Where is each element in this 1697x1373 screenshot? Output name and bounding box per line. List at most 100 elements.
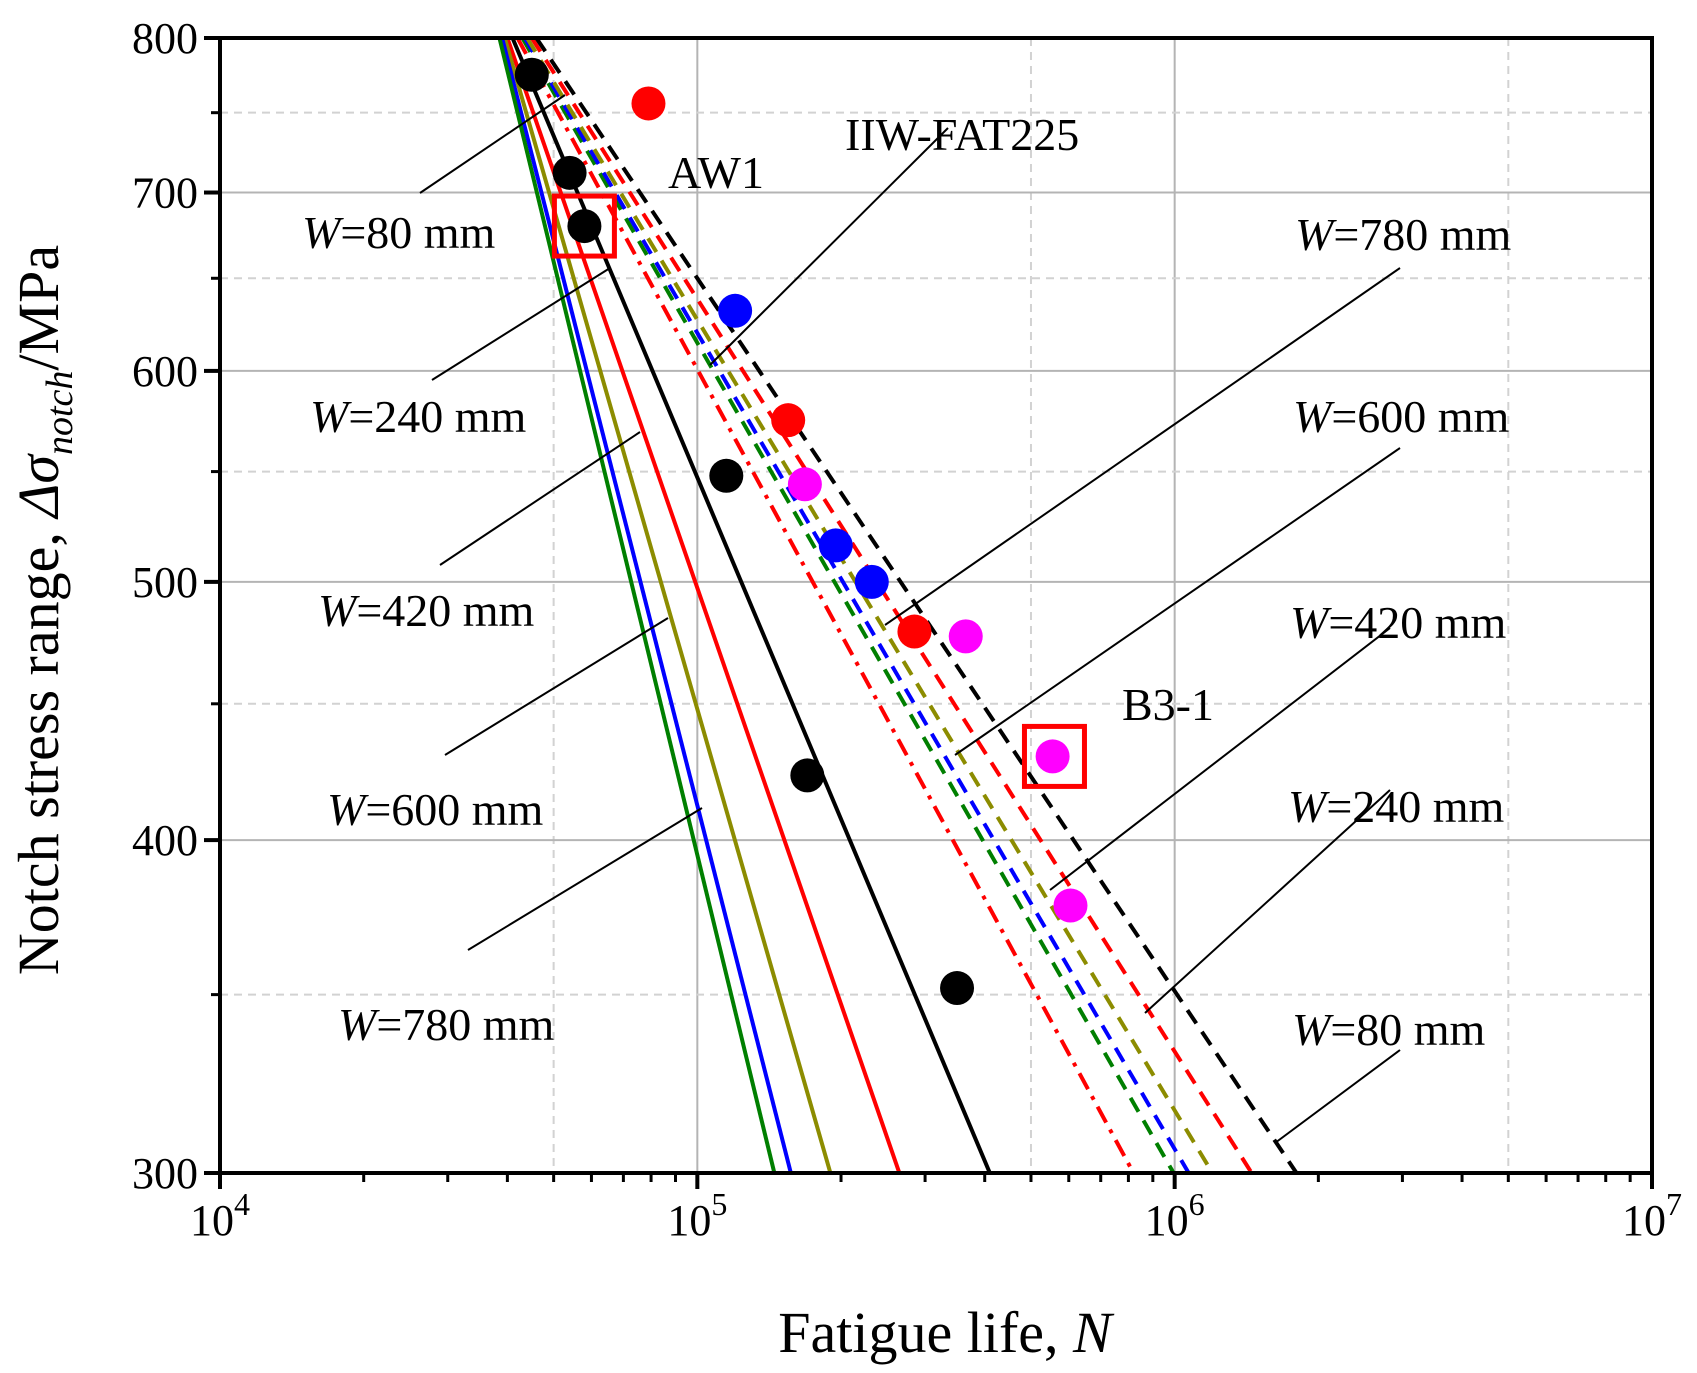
y-axis-title-prefix: Notch stress range, xyxy=(6,518,71,975)
annotation-text: =420 mm xyxy=(356,585,534,636)
annotation-label: W=600 mm xyxy=(327,784,544,835)
sn-curve-line xyxy=(502,37,833,1174)
x-tick-label-base: 10 xyxy=(1622,1196,1666,1245)
annotation-label: W=780 mm xyxy=(338,999,555,1050)
annotation-label: IIW-FAT225 xyxy=(845,109,1079,160)
annotation-text: =780 mm xyxy=(376,999,554,1050)
data-point xyxy=(854,564,889,599)
data-point xyxy=(631,86,666,121)
annotation-leader-line xyxy=(1274,1049,1401,1144)
data-point xyxy=(514,57,549,92)
data-point xyxy=(790,758,825,793)
annotation-symbol: W xyxy=(1290,597,1332,648)
data-point xyxy=(948,619,983,654)
annotation-label: W=420 mm xyxy=(1290,597,1507,648)
data-point xyxy=(709,458,744,493)
annotation-symbol: W xyxy=(1288,781,1330,832)
annotation-text: =600 mm xyxy=(1331,391,1509,442)
data-point xyxy=(1035,739,1070,774)
x-tick-label-base: 10 xyxy=(1145,1196,1189,1245)
x-axis-title-prefix: Fatigue life, xyxy=(778,1300,1073,1365)
annotation-leader-line xyxy=(1144,789,1391,1014)
annotation-text: =600 mm xyxy=(365,784,543,835)
data-point xyxy=(787,467,822,502)
annotation-text: IIW-FAT225 xyxy=(845,109,1079,160)
annotation-label: B3-1 xyxy=(1122,679,1214,730)
annotation-text: B3-1 xyxy=(1122,679,1214,730)
x-tick-label-exponent: 4 xyxy=(234,1186,250,1222)
annotation-text: =780 mm xyxy=(1333,209,1511,260)
gridlines xyxy=(220,38,1652,1173)
annotation-leader-line xyxy=(467,807,703,951)
x-tick-label: 106 xyxy=(1145,1186,1205,1245)
annotation-text: =80 mm xyxy=(1330,1004,1485,1055)
sn-curve-line xyxy=(520,37,1176,1174)
x-tick-label-base: 10 xyxy=(667,1196,711,1245)
sn-curve-line xyxy=(497,37,777,1174)
annotation-leader-line xyxy=(709,127,949,366)
y-axis-title: Notch stress range, Δσnotch/MPa xyxy=(6,245,81,975)
annotation-text: =80 mm xyxy=(340,207,495,258)
annotation-label: W=420 mm xyxy=(318,585,535,636)
data-point xyxy=(567,209,602,244)
sn-curve-line xyxy=(500,37,793,1174)
sn-curve-line xyxy=(530,36,1254,1175)
x-axis-title: Fatigue life, N xyxy=(778,1300,1115,1365)
data-point xyxy=(818,528,853,563)
y-tick-label: 300 xyxy=(132,1149,198,1198)
plot-frame xyxy=(218,36,1654,1175)
sn-curves xyxy=(497,36,1299,1175)
y-tick-label: 600 xyxy=(132,347,198,396)
annotation-leader-line xyxy=(431,267,611,381)
sn-curve-line xyxy=(525,36,1215,1175)
sn-curve-line xyxy=(534,36,1299,1175)
x-axis-title-symbol: N xyxy=(1072,1300,1115,1365)
annotation-text: =240 mm xyxy=(1326,781,1504,832)
sn-curve-line xyxy=(515,37,1136,1174)
annotation-text: =240 mm xyxy=(348,391,526,442)
annotation-leader-line xyxy=(1049,627,1391,891)
highlight-boxes xyxy=(551,193,1087,789)
x-tick-label-base: 10 xyxy=(190,1196,234,1245)
annotation-text: =420 mm xyxy=(1328,597,1506,648)
highlight-box xyxy=(1021,723,1087,789)
annotation-symbol: W xyxy=(1293,391,1335,442)
y-tick-label: 800 xyxy=(132,14,198,63)
annotation-symbol: W xyxy=(318,585,360,636)
annotation-label: W=80 mm xyxy=(302,207,496,258)
annotation-symbol: W xyxy=(310,391,352,442)
x-tick-label: 107 xyxy=(1622,1186,1682,1245)
data-point xyxy=(897,614,932,649)
annotation-symbol: W xyxy=(327,784,369,835)
x-tick-label-exponent: 7 xyxy=(1666,1186,1682,1222)
x-tick-label-exponent: 5 xyxy=(711,1186,727,1222)
annotation-label: AW1 xyxy=(668,147,764,198)
y-axis-title-subscript: notch xyxy=(39,371,81,455)
sn-curve-line xyxy=(523,36,1191,1175)
y-tick-label: 700 xyxy=(132,169,198,218)
annotation-label: W=80 mm xyxy=(1292,1004,1486,1055)
plot-border xyxy=(218,36,1654,1175)
annotation-symbol: W xyxy=(338,999,380,1050)
y-tick-label: 500 xyxy=(132,558,198,607)
data-point xyxy=(771,403,806,438)
data-point xyxy=(1053,888,1088,923)
x-tick-label: 104 xyxy=(190,1186,250,1245)
annotation-leader-line xyxy=(444,617,669,756)
annotation-label: W=240 mm xyxy=(310,391,527,442)
highlight-box xyxy=(551,193,617,259)
y-tick-label: 400 xyxy=(132,816,198,865)
data-points xyxy=(514,57,1088,1006)
annotation-leader-line xyxy=(439,431,641,566)
annotation-symbol: W xyxy=(302,207,344,258)
data-point xyxy=(718,293,753,328)
x-tick-label: 105 xyxy=(667,1186,727,1245)
annotation-text: AW1 xyxy=(668,147,764,198)
annotation-label: W=780 mm xyxy=(1295,209,1512,260)
axis-ticks xyxy=(204,36,1654,1189)
annotation-label: W=600 mm xyxy=(1293,391,1510,442)
